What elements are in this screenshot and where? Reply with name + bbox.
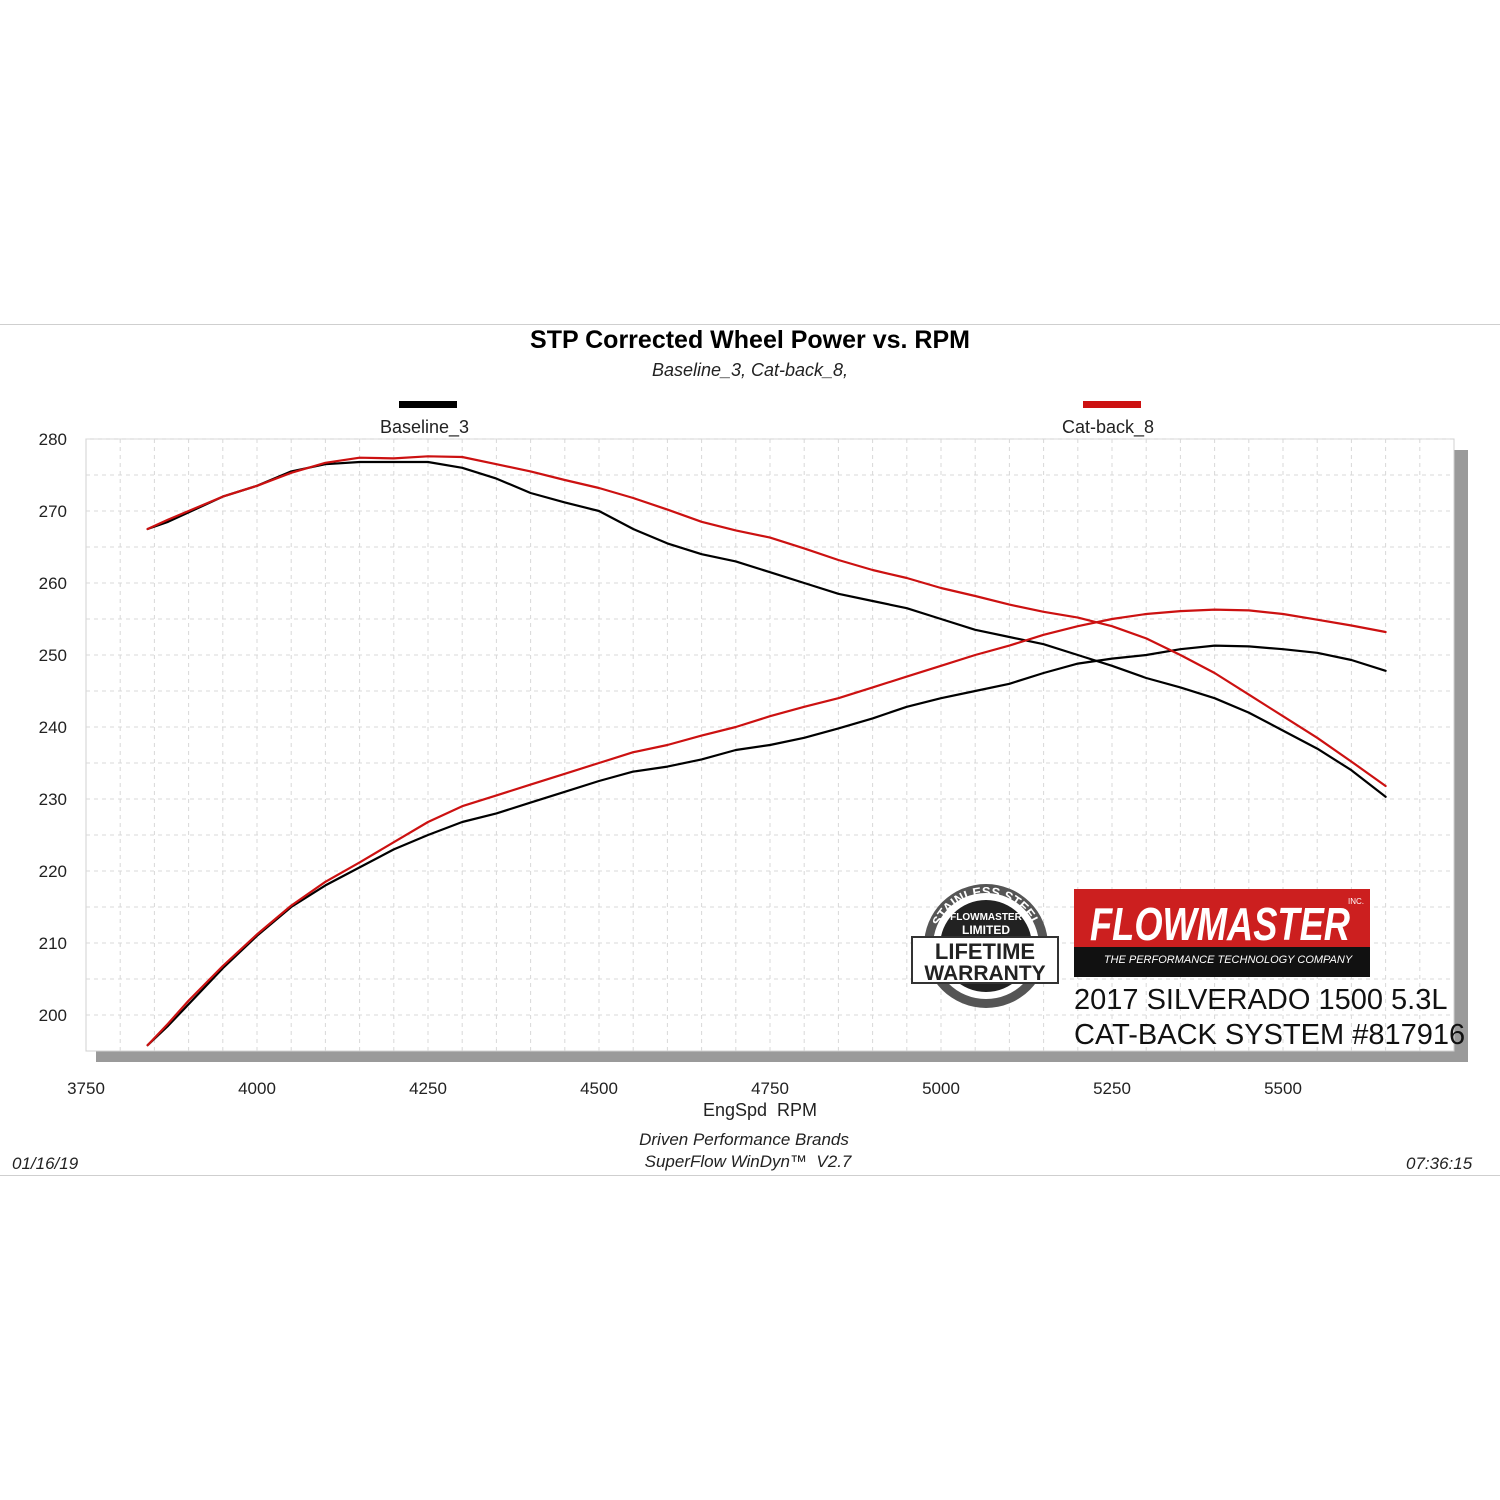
series-line-baseline-3-torque (146, 460, 1387, 798)
x-tick-label: 5250 (1093, 1079, 1131, 1098)
warranty-seal-logo: STAINLESS STEEL FLOWMASTER LIMITED LIFET… (911, 884, 1059, 1008)
bottom-divider (0, 1175, 1500, 1176)
warranty-line2: LIFETIME (935, 939, 1035, 964)
warranty-line3: WARRANTY (924, 962, 1045, 985)
y-tick-label: 220 (39, 862, 67, 881)
x-tick-label: 4250 (409, 1079, 447, 1098)
y-tick-label: 250 (39, 646, 67, 665)
x-tick-label: 4000 (238, 1079, 276, 1098)
legend-label-catback: Cat-back_8 (1062, 417, 1155, 437)
series-line-cat-back-8-torque (146, 455, 1387, 788)
flowmaster-logo-mark: INC. (1348, 897, 1364, 906)
y-tick-label: 210 (39, 934, 67, 953)
flowmaster-logo-tagline: THE PERFORMANCE TECHNOLOGY COMPANY (1104, 954, 1353, 966)
x-tick-label: 3750 (67, 1079, 105, 1098)
x-tick-label: 5500 (1264, 1079, 1302, 1098)
top-divider (0, 324, 1500, 325)
vehicle-annotation-line2: CAT-BACK SYSTEM #817916 (1074, 1019, 1466, 1051)
y-tick-label: 240 (39, 718, 67, 737)
x-tick-label: 4500 (580, 1079, 618, 1098)
vehicle-annotation-line1: 2017 SILVERADO 1500 5.3L (1074, 984, 1448, 1016)
warranty-line1: LIMITED (962, 923, 1010, 937)
y-tick-label: 230 (39, 790, 67, 809)
warranty-brand: FLOWMASTER (950, 912, 1022, 923)
chart-title: STP Corrected Wheel Power vs. RPM (530, 326, 970, 354)
footer-software: SuperFlow WinDyn™ V2.7 (644, 1152, 852, 1171)
series-line-baseline-3-power (146, 644, 1387, 1047)
series-line-cat-back-8-power (146, 608, 1387, 1047)
flowmaster-logo: FLOWMASTER INC. THE PERFORMANCE TECHNOLO… (1074, 889, 1370, 977)
chart-subtitle: Baseline_3, Cat-back_8, (651, 360, 849, 380)
legend-swatch-catback (1083, 401, 1141, 408)
y-tick-label: 270 (39, 502, 67, 521)
flowmaster-logo-name: FLOWMASTER (1090, 898, 1350, 950)
footer-time: 07:36:15 (1406, 1154, 1473, 1173)
y-tick-label: 200 (39, 1006, 67, 1025)
y-tick-label: 260 (39, 574, 67, 593)
footer-date: 01/16/19 (12, 1154, 79, 1173)
legend-label-baseline: Baseline_3 (380, 417, 470, 437)
x-tick-label: 4750 (751, 1079, 789, 1098)
footer-company: Driven Performance Brands (639, 1130, 849, 1149)
x-axis-label: EngSpd RPM (703, 1100, 817, 1120)
x-tick-label: 5000 (922, 1079, 960, 1098)
legend-swatch-baseline (399, 401, 457, 408)
y-tick-label: 280 (39, 430, 67, 449)
